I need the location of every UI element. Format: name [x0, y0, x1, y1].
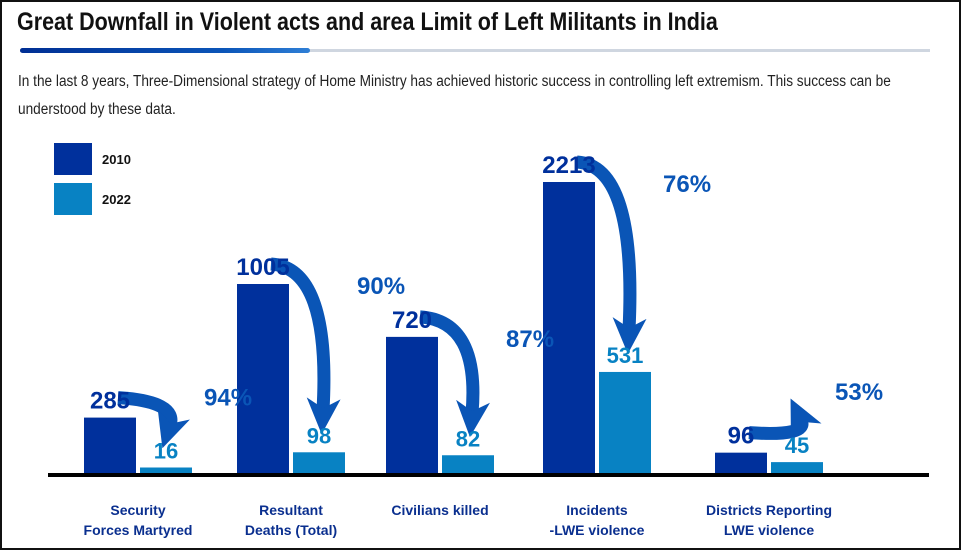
category-label-line: Resultant: [259, 502, 323, 518]
title-underline-accent: [20, 48, 310, 53]
category-label-districts-reporting-lwe-violence: Districts Reporting LWE violence: [706, 502, 832, 538]
value-label-2010-civilians-killed: 720: [392, 307, 432, 334]
category-label-line: Forces Martyred: [84, 522, 193, 538]
legend-swatch-2010: [54, 143, 92, 175]
bar-2010-security-forces-martyred: [84, 417, 136, 473]
legend-label-2010: 2010: [102, 152, 131, 167]
page-subtitle: In the last 8 years, Three-Dimensional s…: [18, 73, 891, 118]
chart-bars: [84, 182, 823, 473]
category-label-resultant-deaths-total: Resultant Deaths (Total): [245, 502, 337, 538]
value-label-2010-resultant-deaths-total: 1005: [236, 254, 289, 281]
page-title: Great Downfall in Violent acts and area …: [17, 8, 718, 36]
category-label-line: Deaths (Total): [245, 522, 337, 538]
legend-label-2022: 2022: [102, 192, 131, 207]
percent-decrease-districts-reporting-lwe-violence: 53%: [835, 379, 883, 406]
chart-labels: 285 16 94% Security Forces Martyred 1005 98 90%…: [84, 152, 884, 538]
bar-2022-resultant-deaths-total: [293, 452, 345, 473]
legend-swatch-2022: [54, 183, 92, 215]
chart-legend: 2010 2022: [54, 143, 131, 215]
value-label-2022-resultant-deaths-total: 98: [307, 423, 331, 448]
bar-2010-resultant-deaths-total: [237, 284, 289, 473]
bar-2010-civilians-killed: [386, 336, 438, 473]
category-label-line: Civilians killed: [391, 502, 488, 518]
bar-2010-districts-reporting-lwe-violence: [715, 452, 767, 473]
category-label-line: Districts Reporting: [706, 502, 832, 518]
value-label-2022-civilians-killed: 82: [456, 426, 480, 451]
reduction-arrow-resultant-deaths-total: [270, 257, 341, 435]
chart-arrows: [117, 155, 822, 449]
value-label-2010-security-forces-martyred: 285: [90, 388, 130, 415]
reduction-arrow-incidents-lwe-violence: [576, 155, 647, 354]
value-label-2022-security-forces-martyred: 16: [154, 439, 178, 464]
category-label-line: LWE violence: [724, 522, 814, 538]
category-label-line: -LWE violence: [550, 522, 645, 538]
reduction-arrow-security-forces-martyred: [117, 391, 190, 449]
bar-2022-incidents-lwe-violence: [599, 371, 651, 473]
percent-decrease-resultant-deaths-total: 90%: [357, 273, 405, 300]
percent-decrease-civilians-killed: 87%: [506, 326, 554, 353]
bar-2022-districts-reporting-lwe-violence: [771, 462, 823, 473]
value-label-2022-incidents-lwe-violence: 531: [607, 343, 644, 368]
value-label-2010-incidents-lwe-violence: 2213: [542, 152, 595, 179]
category-label-line: Incidents: [566, 502, 628, 518]
percent-decrease-security-forces-martyred: 94%: [204, 385, 252, 412]
category-label-security-forces-martyred: Security Forces Martyred: [84, 502, 193, 538]
category-label-incidents-lwe-violence: Incidents -LWE violence: [550, 502, 645, 538]
bar-2022-civilians-killed: [442, 455, 494, 473]
reduction-arrow-districts-reporting-lwe-violence: [748, 398, 822, 440]
bar-2022-security-forces-martyred: [140, 467, 192, 473]
reduction-arrow-civilians-killed: [419, 310, 490, 438]
category-label-line: Security: [110, 502, 165, 518]
title-underline-track: [20, 49, 930, 52]
percent-decrease-incidents-lwe-violence: 76%: [663, 171, 711, 198]
value-label-2022-districts-reporting-lwe-violence: 45: [785, 433, 809, 458]
bar-2010-incidents-lwe-violence: [543, 182, 595, 473]
value-label-2010-districts-reporting-lwe-violence: 96: [728, 423, 755, 450]
category-label-civilians-killed: Civilians killed: [391, 502, 488, 518]
